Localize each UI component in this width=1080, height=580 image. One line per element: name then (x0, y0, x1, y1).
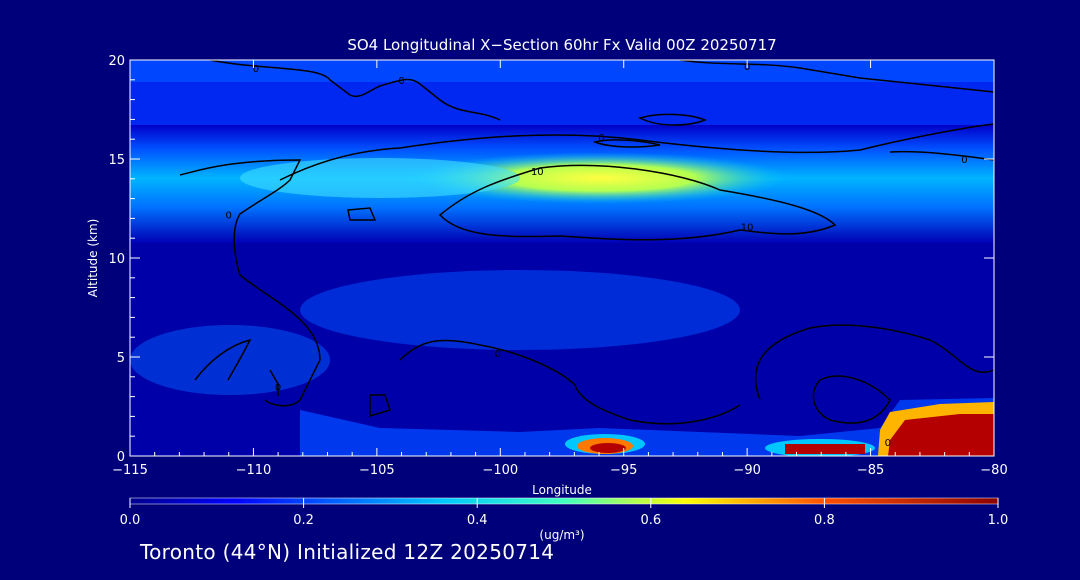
x-tick-label: −100 (482, 463, 518, 478)
colorbar-ticks: 0.0 0.2 0.4 0.6 0.8 1.0 (120, 498, 1009, 528)
contour-small-loop-4 (369, 394, 391, 418)
contour-small-loop-1 (637, 113, 708, 126)
contour-upper-right (679, 60, 994, 93)
x-tick-label: −90 (733, 463, 760, 478)
left-plume (130, 325, 330, 395)
footer-location-text: Toronto (44°N) Initialized 12Z 20250714 (140, 540, 555, 564)
x-tick-label: −115 (112, 463, 148, 478)
y-tick-label: 5 (117, 351, 125, 366)
surface-core-88W (785, 444, 865, 454)
contour-label: 0 (398, 76, 404, 87)
x-tick-label: −95 (610, 463, 637, 478)
contour-label: 10 (741, 222, 754, 233)
y-tick-label: 15 (108, 153, 125, 168)
x-tick-label: −105 (359, 463, 395, 478)
contour-zero-outer (279, 123, 994, 181)
colorbar-tick-label: 0.4 (467, 513, 488, 528)
contour-surface-left (194, 338, 279, 396)
contour-upper-zero (209, 60, 501, 121)
mid-plume (300, 270, 740, 350)
contour-right-lower (754, 324, 994, 401)
contour-small-loop-3 (592, 139, 661, 148)
contour-label: 0 (961, 155, 967, 166)
heatmap-field (130, 60, 994, 456)
y-tick-label: 20 (108, 54, 125, 69)
x-tick-label: −110 (236, 463, 272, 478)
x-axis: −115 −110 −105 −100 −95 −90 −85 −80 (112, 60, 1008, 478)
x-tick-label: −80 (980, 463, 1007, 478)
x-tick-label: −85 (857, 463, 884, 478)
contour-left (179, 159, 321, 407)
contour-small-loop-2 (347, 207, 377, 221)
contour-far-right (889, 150, 994, 161)
colorbar-label: (ug/m³) (539, 528, 584, 542)
contour-label: 0 (885, 438, 891, 449)
y-axis-label: Altitude (km) (86, 219, 100, 298)
surface-core-83W (888, 414, 994, 456)
contour-label: 0 (598, 133, 604, 144)
colorbar-tick-label: 0.8 (814, 513, 835, 528)
contour-right-loop (812, 375, 891, 424)
colorbar (129, 497, 999, 505)
chart-title: SO4 Longitudinal X−Section 60hr Fx Valid… (347, 36, 776, 54)
contour-label: 10 (531, 167, 544, 178)
contour-label: 0 (275, 383, 281, 394)
band-core (240, 158, 520, 198)
y-axis: 0 5 10 15 20 (108, 54, 994, 465)
contour-lines (179, 60, 994, 425)
contour-label: 0 (495, 349, 501, 360)
contour-label: 0 (253, 64, 259, 75)
band-maximum (410, 152, 790, 204)
colorbar-tick-label: 0.2 (293, 513, 314, 528)
contour-ten-inner (438, 164, 837, 241)
contour-lower-mid (399, 339, 741, 425)
colorbar-tick-label: 0.6 (640, 513, 661, 528)
y-tick-label: 10 (108, 252, 125, 267)
y-tick-label: 0 (117, 450, 125, 465)
x-axis-label: Longitude (532, 483, 592, 497)
colorbar-tick-label: 1.0 (988, 513, 1009, 528)
contour-label: 0 (226, 210, 232, 221)
surface-core-95W (590, 443, 626, 453)
colorbar-tick-label: 0.0 (120, 513, 141, 528)
